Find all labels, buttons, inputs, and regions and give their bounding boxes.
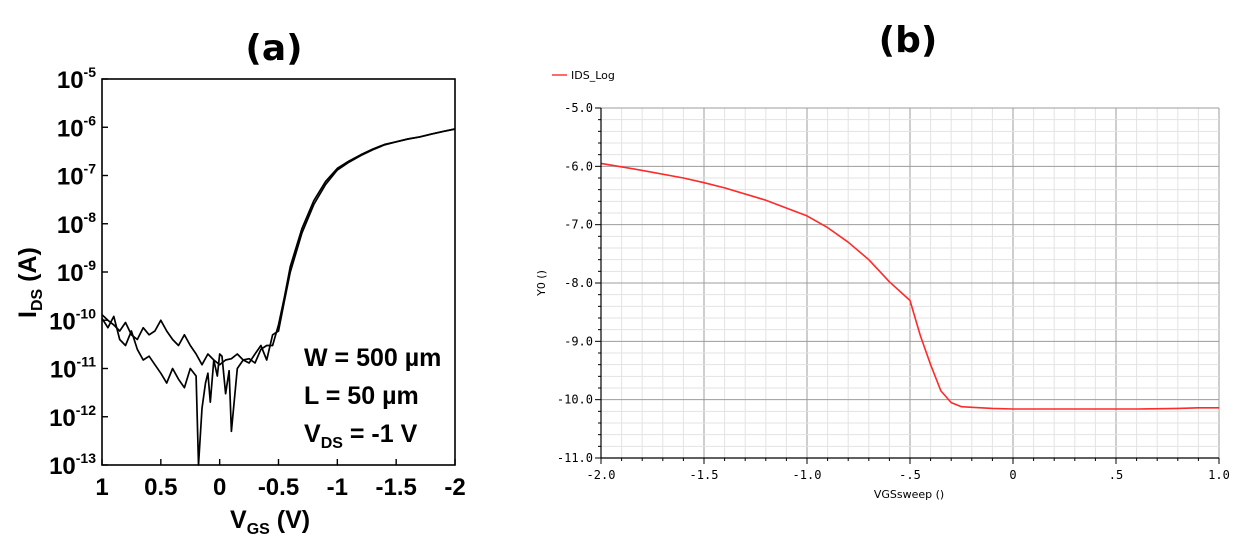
b-legend: IDS_Log (552, 69, 615, 82)
a-y-tick-label-7: 10-12 (49, 402, 96, 432)
chart-a: (a) 1 0.5 0 -0.5 -1 -1.5 -2 10-510-610-710-810… (14, 28, 466, 538)
b-x-axis-label: VGSsweep () (874, 488, 944, 501)
a-vds-main: V (304, 420, 321, 448)
a-vds-sub: DS (321, 435, 344, 452)
b-legend-label: IDS_Log (571, 69, 615, 82)
b-y-tick-label-2: -7.0 (564, 218, 593, 232)
a-xlabel-unit: (V) (270, 506, 310, 534)
b-x-tick-label-2: -1.0 (793, 468, 822, 482)
chart-b: (b) IDS_Log -2.0 -1.5 -1.0 -.5 0 .5 1.0 -5.0 -6… (535, 20, 1230, 501)
a-x-tick-label-2: 0 (213, 474, 226, 501)
a-x-tick-label-5: -1.5 (375, 474, 416, 501)
panel-a-title: (a) (245, 28, 302, 69)
a-xlabel-sub: GS (247, 521, 270, 538)
b-y-tick-label-0: -5.0 (564, 101, 593, 115)
b-y-tick-label-1: -6.0 (564, 159, 593, 173)
a-annotation-vds: VDS = -1 V (304, 420, 418, 452)
a-y-tick-label-4: 10-9 (57, 257, 96, 287)
a-x-tick-label-0: 1 (95, 474, 108, 501)
b-x-tick-label-1: -1.5 (690, 468, 719, 482)
a-ylabel-main: I (14, 311, 42, 318)
a-xlabel-main: V (230, 506, 247, 534)
b-x-tick-label-6: 1.0 (1208, 468, 1230, 482)
a-y-ticks: 10-5 10-6 10-7 10-8 10-9 10-10 10-11 10-12 10-13 (49, 64, 108, 480)
b-x-ticks: -2.0 -1.5 -1.0 -.5 0 .5 1.0 (587, 458, 1230, 482)
a-annotation-length: L = 50 µm (304, 382, 419, 410)
a-vds-rest: = -1 V (343, 420, 418, 448)
a-x-ticks: 1 0.5 0 -0.5 -1 -1.5 -2 (95, 459, 466, 501)
b-y-tick-label-6: -11.0 (557, 451, 593, 465)
a-y-axis-label: IDS (A) (14, 247, 46, 318)
b-y-ticks: -5.0 -6.0 -7.0 -8.0 -9.0 -10.0 -11.0 (557, 101, 601, 465)
b-y-tick-label-4: -9.0 (564, 334, 593, 348)
b-y-tick-label-3: -8.0 (564, 276, 593, 290)
a-y-tick-label-6: 10-11 (50, 354, 96, 384)
b-x-tick-label-0: -2.0 (587, 468, 616, 482)
a-ylabel-unit: (A) (14, 247, 42, 289)
a-annotation-width: W = 500 µm (304, 344, 441, 372)
b-grid (600, 107, 1220, 459)
a-x-tick-label-3: -0.5 (258, 474, 299, 501)
a-y-tick-label-3: 10-8 (57, 209, 96, 239)
b-y-tick-label-5: -10.0 (557, 393, 593, 407)
a-y-tick-label-1: 10-6 (57, 112, 96, 142)
panel-b-title: (b) (879, 20, 938, 61)
b-x-tick-label-5: .5 (1109, 468, 1123, 482)
b-x-tick-label-4: 0 (1009, 468, 1016, 482)
a-x-tick-label-6: -2 (444, 474, 465, 501)
a-y-tick-label-8: 10-13 (49, 450, 96, 480)
a-x-tick-label-1: 0.5 (144, 474, 177, 501)
a-y-tick-label-2: 10-7 (57, 161, 96, 191)
b-x-tick-label-3: -.5 (899, 468, 921, 482)
a-x-axis-label: VGS (V) (230, 506, 310, 538)
b-series-group (600, 162, 1219, 410)
a-ylabel-sub: DS (29, 288, 46, 311)
a-y-tick-label-0: 10-5 (57, 64, 96, 94)
a-x-tick-label-4: -1 (327, 474, 348, 501)
a-series-line-2 (101, 128, 456, 466)
b-series-line-1 (600, 162, 1219, 410)
a-series-group (101, 128, 456, 466)
a-y-tick-label-5: 10-10 (49, 305, 96, 335)
b-y-axis-label: Y0 () (535, 270, 548, 297)
